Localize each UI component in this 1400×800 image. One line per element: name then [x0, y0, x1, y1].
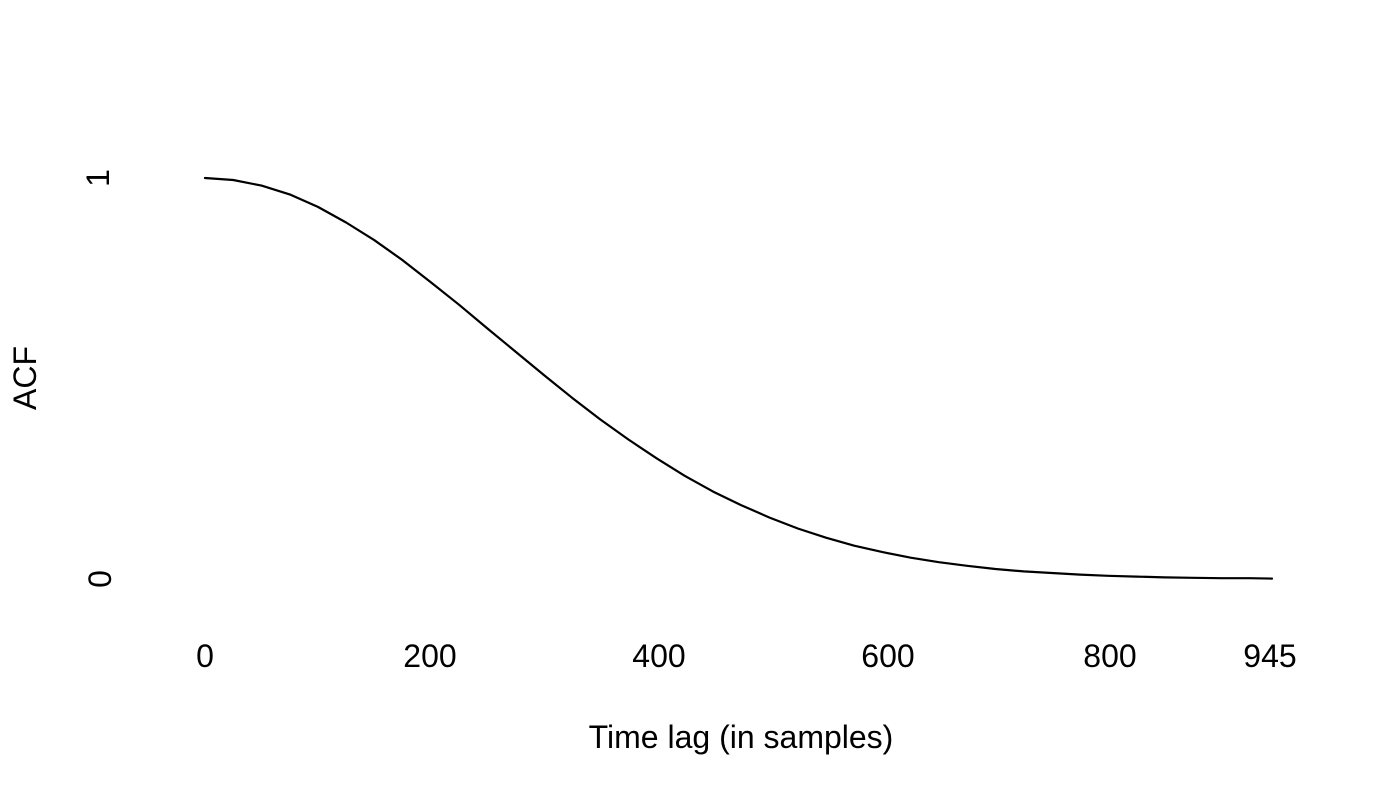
acf-curve — [203, 176, 1274, 580]
y-tick-label-1: 1 — [80, 169, 116, 187]
x-tick-label-400: 400 — [632, 638, 686, 674]
x-axis-title: Time lag (in samples) — [588, 719, 894, 755]
x-tick-label-200: 200 — [403, 638, 457, 674]
y-tick-label-0: 0 — [82, 570, 118, 588]
x-tick-label-945: 945 — [1243, 638, 1297, 674]
x-tick-label-600: 600 — [861, 638, 915, 674]
x-tick-label-800: 800 — [1083, 638, 1137, 674]
x-tick-label-0: 0 — [196, 638, 214, 674]
y-axis-title: ACF — [7, 346, 43, 410]
